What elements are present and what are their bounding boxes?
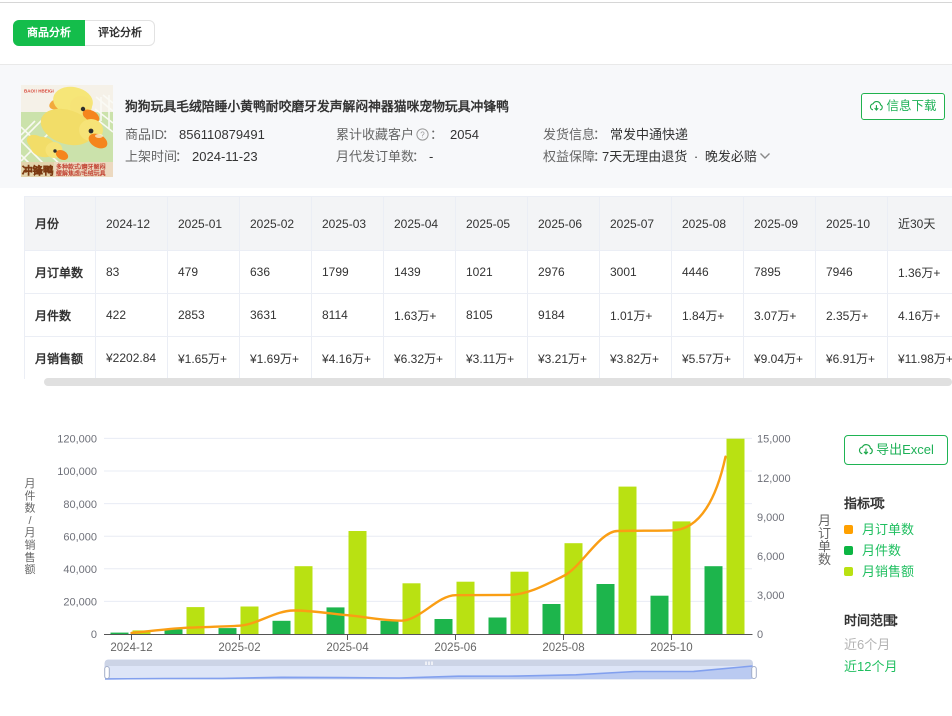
svg-text:6,000: 6,000 [757,551,785,563]
svg-text:件: 件 [25,489,36,502]
svg-text:额: 额 [25,563,36,576]
svg-text:?: ? [420,130,425,139]
svg-text:月: 月 [25,527,36,539]
svg-text:销: 销 [25,538,36,552]
svg-text:20,000: 20,000 [63,597,97,609]
svg-text:2025-06: 2025-06 [434,642,476,654]
svg-text:12,000: 12,000 [757,473,791,485]
svg-text:120,000: 120,000 [57,434,97,446]
svg-text:2025-02: 2025-02 [218,642,260,654]
svg-text:40,000: 40,000 [63,564,97,576]
svg-text:15,000: 15,000 [757,434,791,446]
svg-text:0: 0 [757,629,763,641]
svg-text:BAO!! HBEIGI: BAO!! HBEIGI [24,89,54,94]
svg-text:100,000: 100,000 [57,466,97,478]
svg-text:9,000: 9,000 [757,512,785,524]
svg-text:0: 0 [91,629,97,641]
svg-text:2024-12: 2024-12 [110,642,152,654]
svg-text:3,000: 3,000 [757,590,785,602]
svg-text:多种款式/磨牙解闷: 多种款式/磨牙解闷 [56,163,106,171]
svg-text:2025-10: 2025-10 [650,642,692,654]
svg-text:/: / [28,515,32,527]
svg-text:80,000: 80,000 [63,499,97,511]
svg-text:售: 售 [25,550,36,564]
svg-text:60,000: 60,000 [63,531,97,543]
svg-text:月: 月 [25,478,36,490]
svg-text:冲锋鸭: 冲锋鸭 [22,164,54,177]
svg-text:2025-08: 2025-08 [542,642,584,654]
svg-text:缓解焦虑/毛绒玩具: 缓解焦虑/毛绒玩具 [56,170,106,178]
svg-text:数: 数 [25,502,36,515]
svg-text:2025-04: 2025-04 [326,642,369,654]
